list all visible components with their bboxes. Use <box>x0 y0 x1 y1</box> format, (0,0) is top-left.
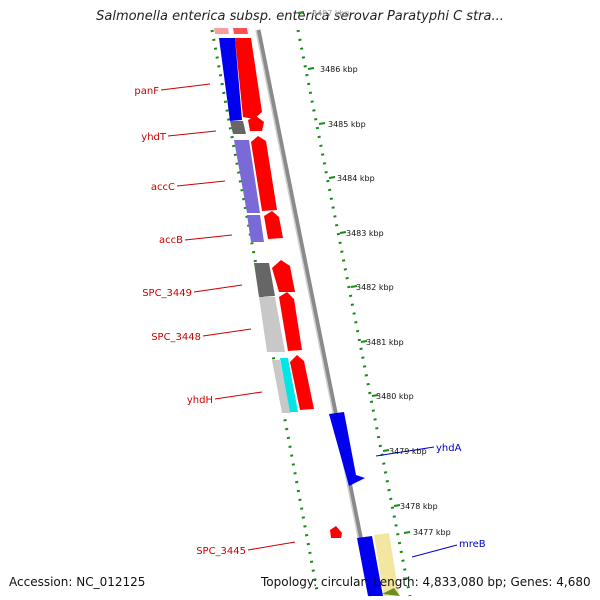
scale-label: 3481 kbp <box>366 338 404 347</box>
gene-label-accB[interactable]: accB <box>159 235 183 246</box>
gene-label-yhdH[interactable]: yhdH <box>187 395 213 406</box>
scale-label: 3477 kbp <box>413 528 451 537</box>
scale-label: 3478 kbp <box>400 502 438 511</box>
gene-label-yhdT[interactable]: yhdT <box>141 132 167 143</box>
cds-arrow[interactable] <box>251 136 277 211</box>
scale-label: 3484 kbp <box>337 174 375 183</box>
feature-faded[interactable] <box>214 28 229 34</box>
cds-mreB[interactable] <box>357 536 383 596</box>
cds-yhdH[interactable] <box>280 358 298 412</box>
gene-label-SPC_3445[interactable]: SPC_3445 <box>196 546 246 557</box>
gene-label-SPC_3449[interactable]: SPC_3449 <box>142 288 192 299</box>
scale-label: 3480 kbp <box>376 392 414 401</box>
cds-arrow[interactable] <box>272 260 295 292</box>
gene-label-accC[interactable]: accC <box>151 182 175 193</box>
cds-accB[interactable] <box>247 215 264 242</box>
genome-backbone <box>255 29 375 597</box>
gene-label-panF[interactable]: panF <box>134 86 159 97</box>
scale-label: 3485 kbp <box>328 120 366 129</box>
scale-ring <box>296 29 412 597</box>
cds-yhdT[interactable] <box>230 121 246 134</box>
cds-panF[interactable] <box>219 38 242 121</box>
scale-label: 3482 kbp <box>356 283 394 292</box>
scale-label: 3479 kbp <box>389 447 427 456</box>
cds-arrow[interactable] <box>264 211 283 239</box>
topology-text: Topology: circular; Length: 4,833,080 bp… <box>261 575 591 589</box>
cds-arrow[interactable] <box>290 355 314 410</box>
scale-label: 3483 kbp <box>346 229 384 238</box>
cds-SPC_3445[interactable] <box>330 526 342 538</box>
accession-text: Accession: NC_012125 <box>9 575 146 589</box>
scale-label: 3486 kbp <box>320 65 358 74</box>
map-title: Salmonella enterica subsp. enterica sero… <box>96 9 504 24</box>
cds-yhdH[interactable] <box>272 360 291 413</box>
cds-SPC_3448[interactable] <box>259 297 285 352</box>
cds-yhdA[interactable] <box>329 412 365 486</box>
gene-label-mreB[interactable]: mreB <box>459 539 486 550</box>
scale-label: 3487 kbp <box>312 9 350 18</box>
cds-mreB-neighbor[interactable] <box>374 533 399 596</box>
cds-arrow[interactable] <box>235 38 262 119</box>
feature-faded[interactable] <box>233 28 248 34</box>
cds-arrow[interactable] <box>279 292 302 351</box>
gene-label-SPC_3448[interactable]: SPC_3448 <box>151 332 201 343</box>
cds-arrow[interactable] <box>248 116 264 131</box>
gene-label-yhdA[interactable]: yhdA <box>436 443 462 454</box>
cds-accC[interactable] <box>234 140 260 213</box>
cds-SPC_3449[interactable] <box>254 263 275 297</box>
scale-ticks <box>297 11 411 534</box>
